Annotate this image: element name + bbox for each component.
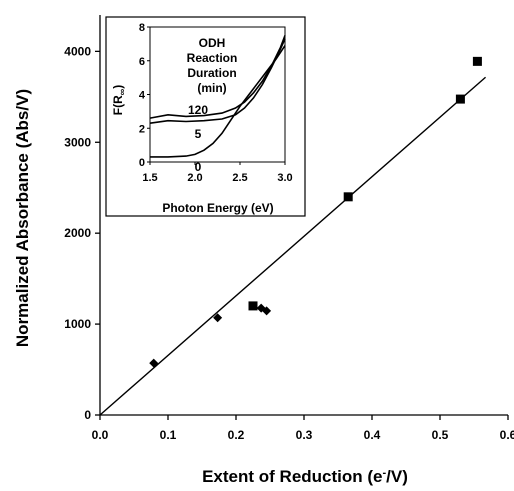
main-x-tick-label: 0.0 (92, 428, 109, 442)
inset-legend-title-line: (min) (197, 81, 226, 95)
main-y-ticks: 0 1000 2000 3000 4000 (64, 44, 100, 422)
inset-x-axis-title: Photon Energy (eV) (162, 201, 273, 215)
main-y-tick-label: 0 (84, 408, 91, 422)
main-x-tick-label: 0.3 (296, 428, 313, 442)
main-x-axis-title: Extent of Reduction (e-/V) (202, 467, 408, 486)
inset-y-axis-title: F(R∞) (111, 85, 127, 115)
inset-series-label-120: 120 (188, 103, 208, 117)
inset-legend-title-line: Reaction (187, 51, 238, 65)
diamond-data-point (262, 306, 272, 316)
square-data-point (472, 56, 482, 66)
inset-chart: 1.5 2.0 2.5 3.0 0 2 4 6 8 120 5 0 Photon Energy (… (105, 16, 306, 217)
inset-y-ticks: 0 2 4 6 8 (139, 22, 150, 169)
inset-series-label-0: 0 (195, 160, 202, 174)
inset-y-tick-label: 2 (139, 123, 145, 135)
main-x-tick-label: 0.5 (432, 428, 449, 442)
main-y-tick-label: 1000 (64, 317, 91, 331)
inset-series-lines (149, 35, 286, 158)
inset-y-tick-label: 0 (139, 157, 145, 169)
main-x-tick-label: 0.6 (500, 428, 514, 442)
inset-x-tick-label: 2.5 (232, 172, 247, 184)
square-data-point (248, 301, 258, 311)
inset-legend-title-line: ODH (199, 36, 226, 50)
inset-x-ticks: 1.5 2.0 2.5 3.0 (142, 162, 293, 184)
inset-frame (105, 16, 306, 217)
main-y-tick-label: 3000 (64, 135, 91, 149)
inset-y-tick-label: 6 (139, 56, 145, 68)
inset-legend-title-line: Duration (187, 66, 236, 80)
inset-x-tick-label: 1.5 (142, 172, 157, 184)
diamond-data-point (149, 358, 159, 368)
main-y-tick-label: 4000 (64, 44, 91, 58)
main-x-tick-label: 0.2 (228, 428, 245, 442)
inset-series-line-5 (149, 38, 286, 124)
diamond-data-point (213, 313, 223, 323)
main-chart-marks (99, 56, 487, 416)
inset-series-label-5: 5 (195, 127, 202, 141)
inset-series-labels: 120 5 0 (188, 103, 208, 174)
inset-x-tick-label: 3.0 (277, 172, 292, 184)
main-x-tick-label: 0.1 (160, 428, 177, 442)
inset-x-tick-label: 2.0 (187, 172, 202, 184)
inset-y-tick-label: 4 (139, 90, 146, 102)
main-x-ticks: 0.0 0.1 0.2 0.3 0.4 0.5 0.6 (92, 415, 514, 442)
linear-fit-line (99, 76, 487, 416)
main-x-tick-label: 0.4 (364, 428, 381, 442)
main-y-tick-label: 2000 (64, 226, 91, 240)
inset-series-line-0 (150, 45, 286, 158)
main-y-axis-title: Normalized Absorbance (Abs/V) (13, 89, 32, 347)
inset-y-tick-label: 8 (139, 22, 145, 34)
